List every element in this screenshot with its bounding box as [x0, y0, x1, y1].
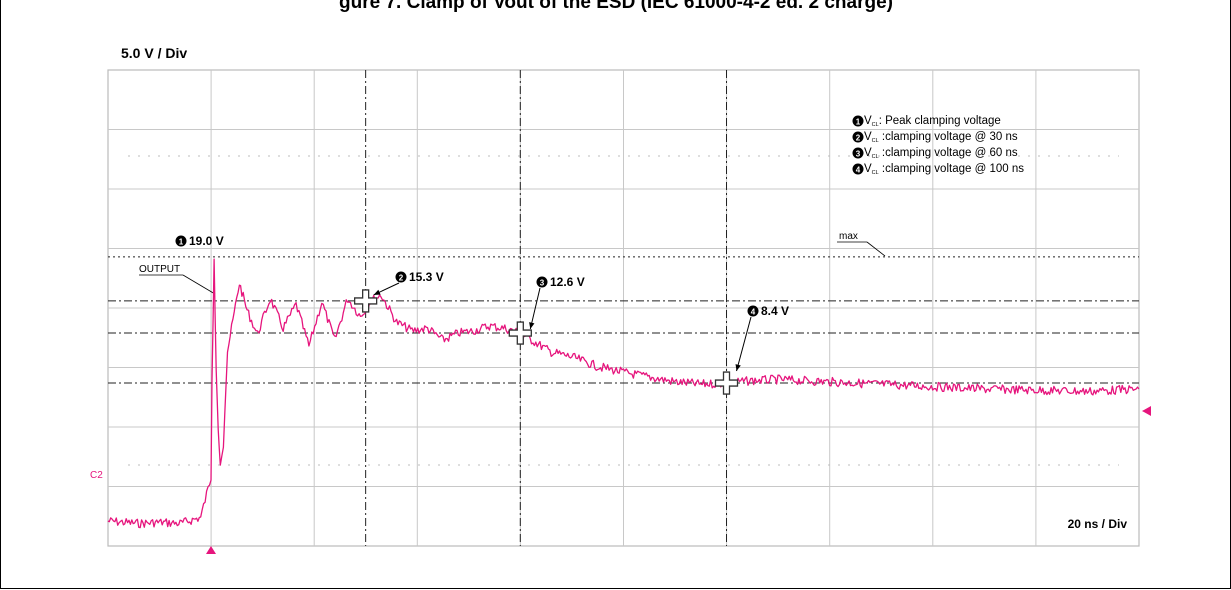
max-label: max: [839, 231, 858, 242]
cross-shape: [354, 289, 378, 313]
number-badge: [852, 115, 864, 127]
cursor-cross-marker: [714, 371, 739, 395]
number-badge: [536, 276, 548, 288]
number-badge: [747, 305, 759, 317]
number-badge: [852, 163, 864, 175]
legend-item-2: 2 VCL :clamping voltage @ 30 ns: [852, 131, 1018, 144]
legend-text: VCL :clamping voltage @ 30 ns: [864, 131, 1018, 144]
annotation-value: 15.3 V: [409, 270, 444, 284]
trigger-level-marker: [1142, 406, 1151, 416]
cursor-markers: [354, 289, 739, 395]
annotation-arrowhead: [735, 364, 741, 372]
reference-lines: [108, 70, 1139, 546]
cross-shape: [714, 371, 739, 395]
annotation-arrowhead: [373, 289, 381, 295]
annotation-3: 3 12.6 V: [529, 275, 585, 330]
annotation-arrow: [529, 287, 541, 330]
cursor-cross-marker: [354, 289, 378, 313]
number-badge: [852, 147, 864, 159]
cross-shape: [508, 321, 532, 345]
channel-label: C2: [90, 470, 103, 481]
number-badge: [395, 271, 407, 283]
legend-text: VCL :clamping voltage @ 60 ns: [864, 147, 1018, 160]
trace-output: [107, 258, 1140, 529]
annotation-1: 1 19.0 V: [175, 234, 224, 248]
legend-text: VCL: Peak clamping voltage: [864, 115, 1001, 128]
number-badge: [852, 131, 864, 143]
number-badge-digit: 2: [856, 134, 861, 143]
legend-item-4: 4 VCL :clamping voltage @ 100 ns: [852, 163, 1024, 176]
max-label-leader: [866, 241, 886, 257]
legend-item-1: 1 VCL: Peak clamping voltage: [852, 115, 1001, 128]
annotation-arrowhead: [529, 322, 535, 330]
number-badge-digit: 4: [751, 308, 756, 317]
number-badge-digit: 4: [856, 166, 861, 175]
cursor-cross-marker: [508, 321, 532, 345]
annotation-arrow: [736, 316, 752, 372]
number-badge-digit: 3: [540, 279, 545, 288]
x-scale-label: 20 ns / Div: [1068, 517, 1128, 531]
annotation-value: 8.4 V: [761, 304, 789, 318]
number-badge-digit: 3: [856, 150, 861, 159]
number-badge: [175, 235, 187, 247]
annotation-2: 2 15.3 V: [373, 270, 444, 296]
legend-item-3: 3 VCL :clamping voltage @ 60 ns: [852, 147, 1018, 160]
number-badge-digit: 1: [179, 238, 184, 247]
annotation-value: 19.0 V: [189, 234, 224, 248]
y-scale-label: 5.0 V / Div: [121, 45, 187, 61]
number-badge-digit: 1: [856, 118, 861, 127]
trace-label-leader: [182, 274, 216, 295]
measurement-annotations: 1 19.0 V 2 15.3 V 3 12.6 V 4 8.4 V: [175, 234, 789, 372]
annotation-value: 12.6 V: [550, 275, 585, 289]
trace-label: OUTPUT: [139, 264, 180, 275]
legend-text: VCL :clamping voltage @ 100 ns: [864, 163, 1024, 176]
annotation-4: 4 8.4 V: [735, 304, 789, 372]
number-badge-digit: 2: [399, 274, 404, 283]
trigger-position-marker: [206, 546, 216, 554]
figure-title: gure 7. Clamp of Vout of the ESD (IEC 61…: [339, 0, 893, 13]
